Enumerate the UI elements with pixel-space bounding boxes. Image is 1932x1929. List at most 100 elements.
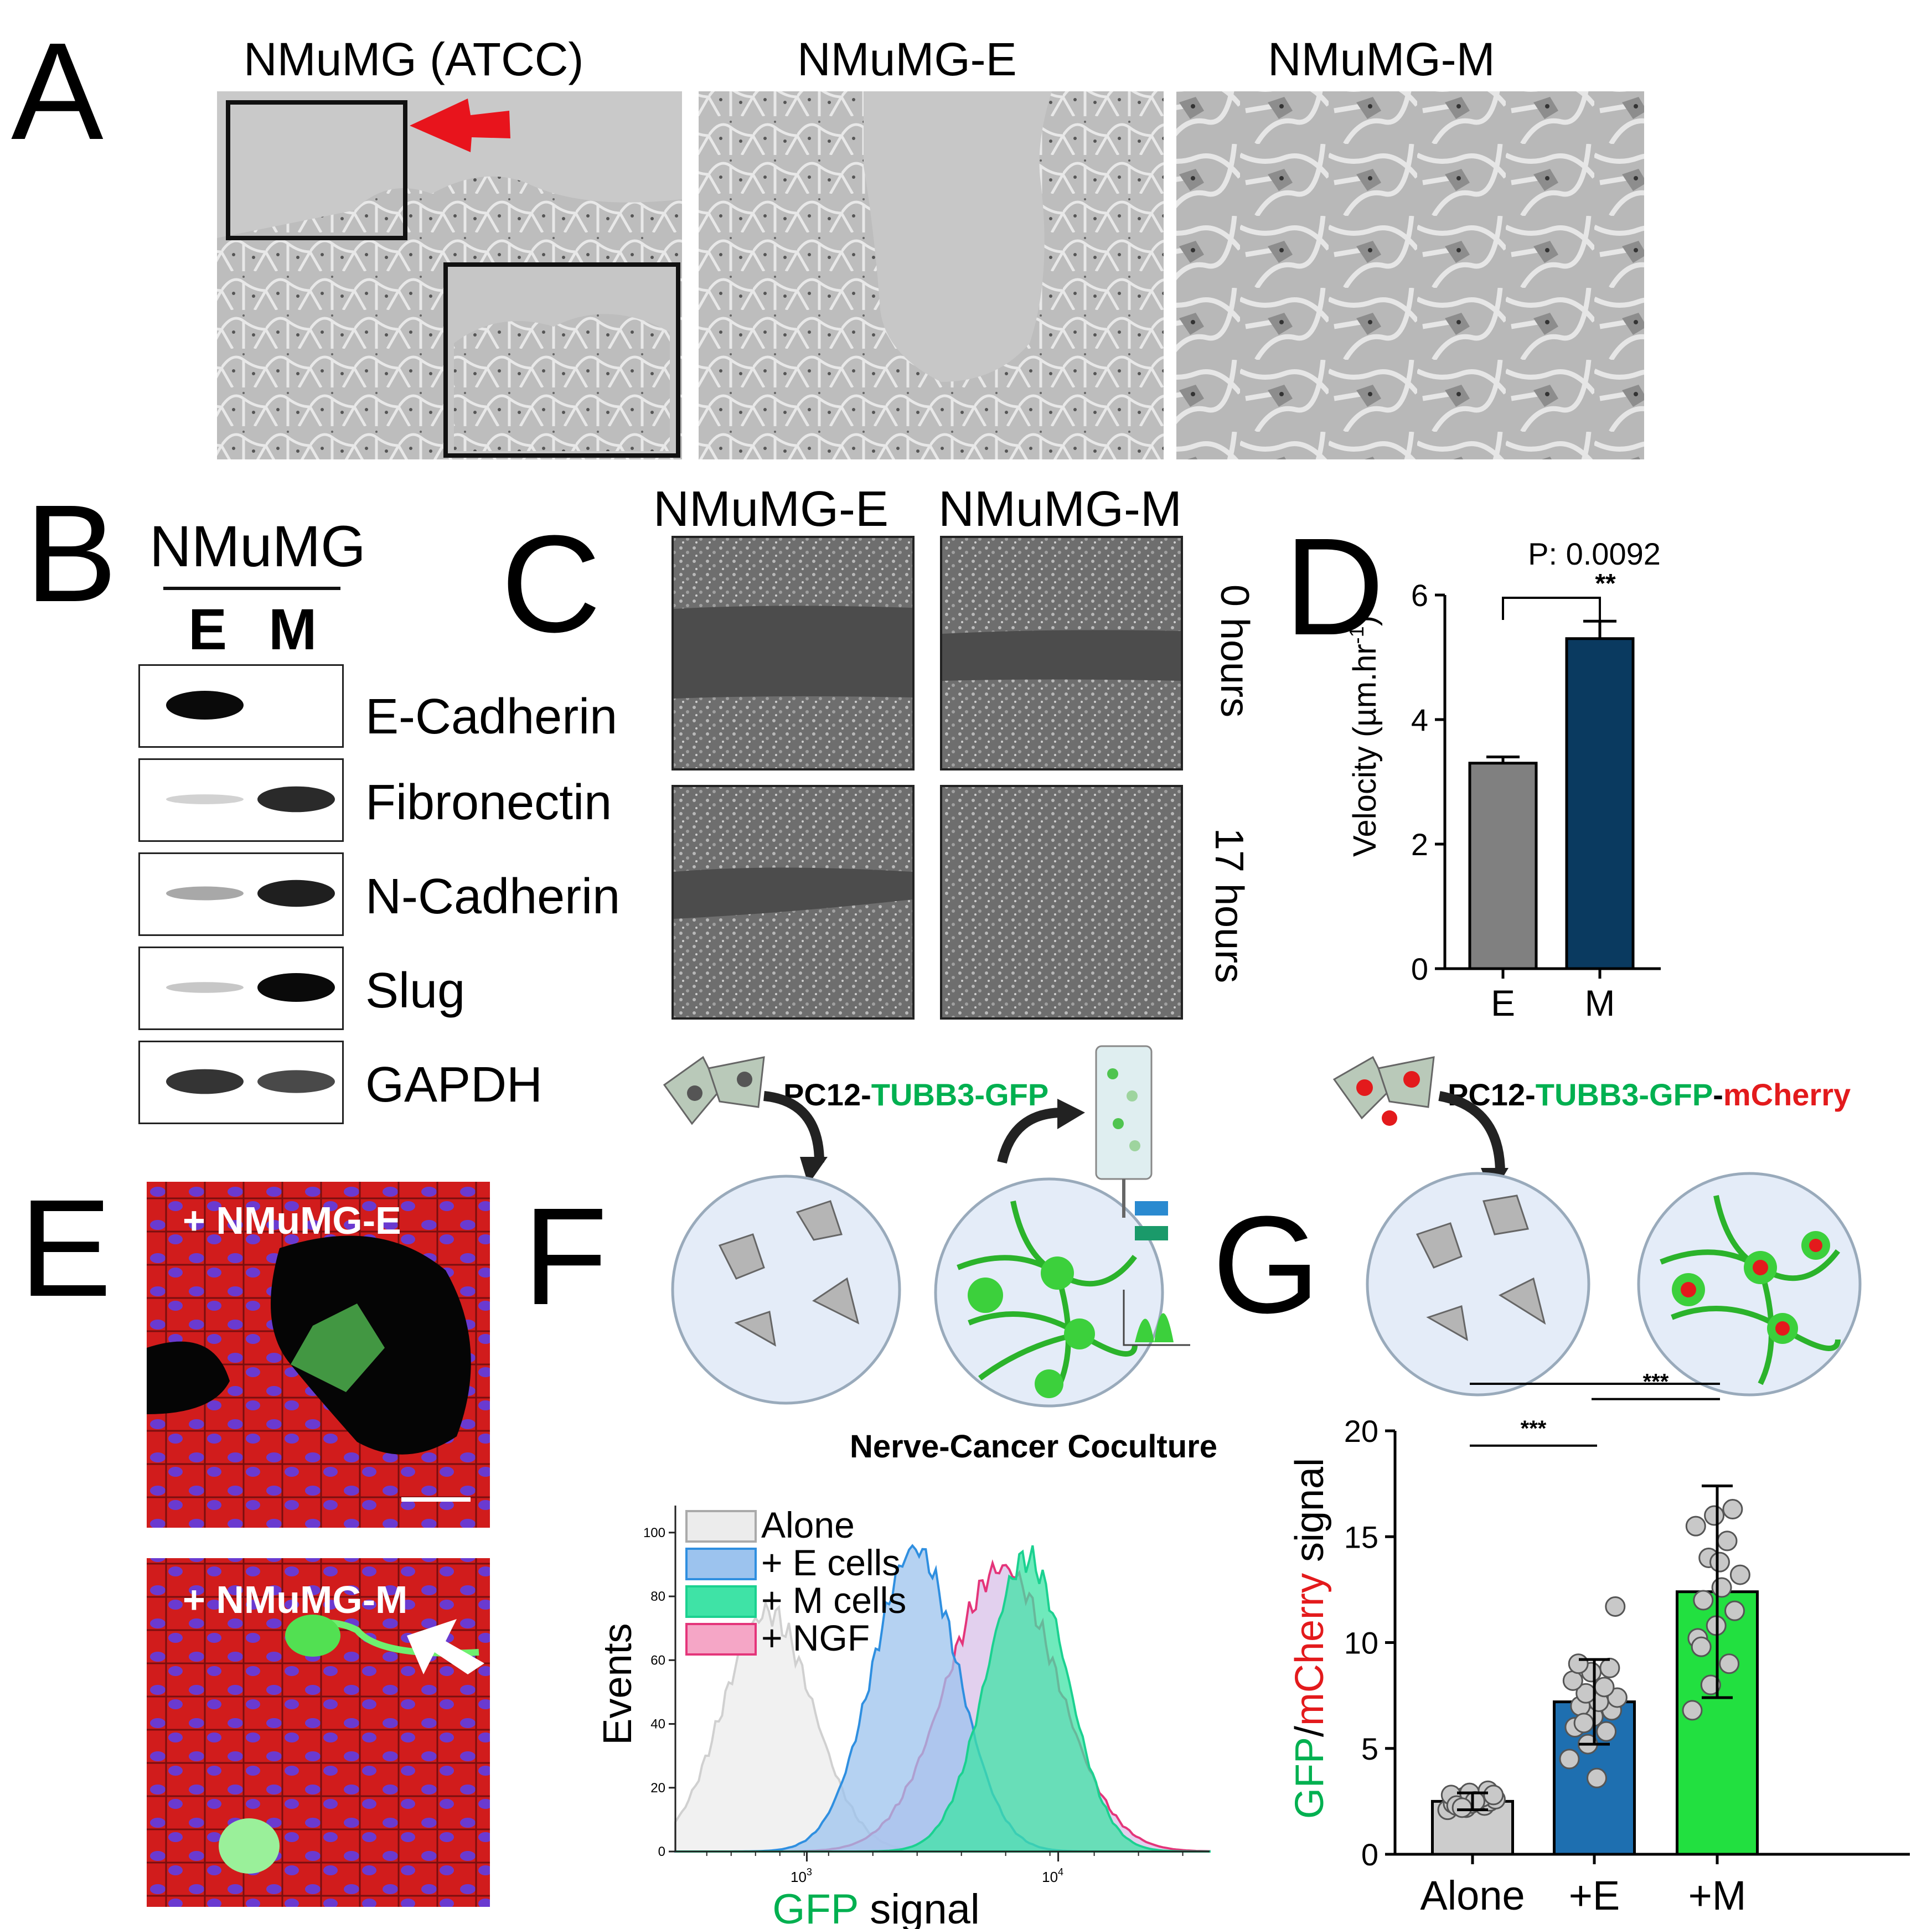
panel-c-row-17h: 17 hours xyxy=(1207,828,1252,984)
velocity-ytick-label: 6 xyxy=(1411,578,1428,613)
gfp-mcherry-point-2 xyxy=(1700,1674,1721,1695)
scale-bar xyxy=(401,1497,471,1502)
histogram-ylabel: Events xyxy=(596,1623,640,1745)
gfp-histogram: 0 20 40 60 80 100 103 104 Alone+ E cells+ M cell… xyxy=(596,1504,1211,1929)
gfp-mcherry-point-2 xyxy=(1719,1653,1740,1674)
panel-label-a: A xyxy=(11,14,104,168)
panel-label-c: C xyxy=(501,506,601,661)
band-slug-m xyxy=(257,973,335,1002)
gfp-mcherry-point-2 xyxy=(1704,1505,1725,1526)
panel-label-e: E xyxy=(19,1171,112,1325)
gfp-mcherry-xtick-label-0: Alone xyxy=(1420,1873,1525,1918)
gfp-mcherry-point-0 xyxy=(1483,1785,1504,1806)
transfer-arrow-icon xyxy=(1438,1091,1505,1174)
panel-label-b: B xyxy=(25,476,117,630)
flow-cytometer-icon xyxy=(1095,1045,1153,1180)
panel-a-title-1: NMuMG (ATCC) xyxy=(244,33,584,85)
panel-e-label-1: + NMuMG-E xyxy=(183,1199,401,1242)
velocity-bar-chart: 0 2 4 6 Velocity (µm.hr-1) P: 0.0092 ** E M xyxy=(1345,536,1661,1023)
petri-dish-icon xyxy=(671,1175,901,1405)
sort-arrow-icon xyxy=(997,1108,1063,1164)
gfp-mcherry-point-1 xyxy=(1605,1596,1626,1617)
gfp-mcherry-point-1 xyxy=(1599,1657,1620,1678)
white-arrow-icon xyxy=(407,1619,484,1674)
gfp-mcherry-point-2 xyxy=(1693,1590,1714,1611)
velocity-ytick-label: 4 xyxy=(1411,702,1428,737)
band-fibronectin-m xyxy=(257,786,335,813)
velocity-significance-bracket xyxy=(1502,597,1601,620)
panel-a-title-2: NMuMG-E xyxy=(797,33,1017,85)
panel-g-schematic xyxy=(1332,1056,1862,1397)
band-gapdh-m xyxy=(257,1070,335,1093)
panel-a-title-3: NMuMG-M xyxy=(1268,33,1495,85)
protein-label-e-cadherin: E-Cadherin xyxy=(365,689,618,744)
panel-a-micrographs xyxy=(217,91,1644,459)
cell-cluster-mcherry-icon xyxy=(1332,1056,1435,1126)
gfp-mcherry-sig-label-2: *** xyxy=(1582,1373,1608,1379)
transfer-arrow-icon xyxy=(763,1091,824,1163)
histogram-ytick-label: 40 xyxy=(650,1717,665,1732)
gfp-mcherry-point-2 xyxy=(1729,1564,1750,1585)
histogram-ytick-label: 100 xyxy=(643,1525,665,1540)
gfp-mcherry-point-2 xyxy=(1691,1636,1712,1657)
panel-e-label-2: + NMuMG-M xyxy=(183,1578,408,1621)
band-n-cadherin-e xyxy=(166,886,244,901)
gfp-mcherry-point-2 xyxy=(1717,1530,1738,1552)
band-gapdh-e xyxy=(166,1069,244,1094)
histogram-ytick-label: 60 xyxy=(650,1653,665,1668)
gfp-mcherry-point-0 xyxy=(1451,1797,1473,1818)
gfp-mcherry-point-2 xyxy=(1711,1577,1732,1598)
legend-label-2: + M cells xyxy=(761,1580,906,1621)
legend-label-3: + NGF xyxy=(761,1617,870,1658)
cell-cluster-icon xyxy=(663,1056,765,1125)
panel-label-g: G xyxy=(1212,1187,1320,1342)
gfp-mcherry-point-1 xyxy=(1596,1721,1617,1742)
gfp-mcherry-ytick-label: 0 xyxy=(1361,1837,1378,1872)
panel-c-col-e: NMuMG-E xyxy=(653,482,888,537)
gfp-mcherry-point-2 xyxy=(1722,1499,1743,1520)
histogram-xtick-label: 104 xyxy=(1042,1866,1063,1885)
band-fibronectin-e xyxy=(166,794,244,804)
velocity-ytick-label: 2 xyxy=(1411,827,1428,862)
gfp-mcherry-point-1 xyxy=(1568,1653,1589,1674)
lane-m-label: M xyxy=(268,597,317,662)
protein-label-fibronectin: Fibronectin xyxy=(365,775,612,830)
gfp-mcherry-xtick-label-2: +M xyxy=(1688,1873,1747,1918)
petri-dish-icon xyxy=(1366,1172,1590,1397)
gfp-mcherry-point-1 xyxy=(1587,1767,1607,1788)
gfp-mcherry-point-1 xyxy=(1594,1677,1615,1698)
protein-label-slug: Slug xyxy=(365,963,466,1018)
velocity-bar-M xyxy=(1565,637,1635,970)
histogram-ytick-label: 80 xyxy=(650,1589,665,1604)
legend-label-1: + E cells xyxy=(761,1542,900,1583)
protein-label-gapdh: GAPDH xyxy=(365,1057,543,1113)
gfp-mcherry-ytick-label: 5 xyxy=(1361,1731,1378,1766)
histogram-ytick-label: 0 xyxy=(658,1844,665,1859)
gfp-mcherry-ytick-label: 10 xyxy=(1344,1626,1378,1661)
panel-c-row-0h: 0 hours xyxy=(1212,584,1257,718)
panel-g-schematic-label: PC12-TUBB3-GFP-mCherry xyxy=(1448,1077,1851,1112)
gfp-mcherry-point-2 xyxy=(1682,1700,1703,1721)
panel-c-scratch-images xyxy=(671,536,1183,1020)
panel-f-schematic xyxy=(663,1045,1190,1408)
velocity-significance: ** xyxy=(1595,569,1616,598)
legend-swatch-2 xyxy=(685,1585,757,1618)
gfp-mcherry-point-1 xyxy=(1559,1749,1580,1770)
legend-swatch-1 xyxy=(685,1548,757,1580)
velocity-xtick-label-M: M xyxy=(1585,982,1615,1023)
gfp-mcherry-ytick-label: 15 xyxy=(1344,1519,1378,1554)
histogram-ytick-label: 20 xyxy=(650,1781,665,1796)
velocity-p-value: P: 0.0092 xyxy=(1528,536,1661,571)
legend-label-0: Alone xyxy=(761,1504,855,1545)
legend-swatch-0 xyxy=(685,1510,757,1543)
velocity-ylabel: Velocity (µm.hr-1) xyxy=(1345,616,1383,857)
panel-b-header: NMuMG xyxy=(149,514,366,579)
velocity-ytick-label: 0 xyxy=(1411,951,1428,986)
panel-label-f: F xyxy=(523,1179,608,1333)
gfp-mcherry-ytick-label: 20 xyxy=(1344,1414,1378,1449)
panel-label-d: D xyxy=(1284,509,1385,664)
petri-dish-neurons-mcherry-icon xyxy=(1637,1172,1862,1397)
gfp-mcherry-ylabel: GFP/mCherry signal xyxy=(1288,1458,1332,1819)
lane-e-label: E xyxy=(188,597,228,662)
